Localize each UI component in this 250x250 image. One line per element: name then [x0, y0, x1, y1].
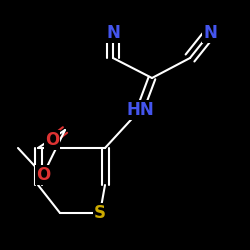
Text: O: O: [45, 131, 59, 149]
Text: S: S: [94, 204, 106, 222]
Text: N: N: [203, 24, 217, 42]
Text: HN: HN: [126, 101, 154, 119]
Text: N: N: [106, 24, 120, 42]
Text: O: O: [36, 166, 50, 184]
